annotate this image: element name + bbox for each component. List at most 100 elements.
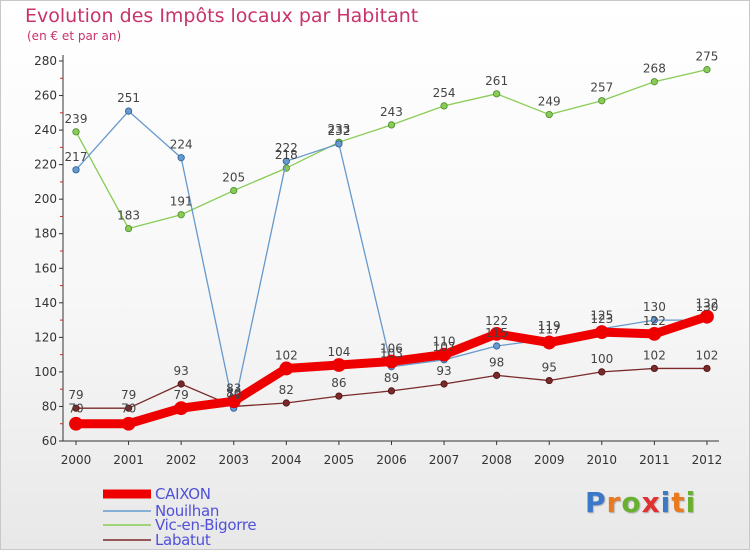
data-label-caixon: 104 (327, 345, 350, 359)
y-tick-label: 120 (34, 330, 57, 344)
data-label-nouilhan: 115 (485, 326, 508, 340)
data-label-caixon: 70 (121, 402, 136, 416)
data-label-vic-en-bigorre: 233 (327, 122, 350, 136)
data-point-caixon (700, 309, 714, 324)
data-label-nouilhan: 217 (65, 150, 88, 164)
data-point-labatut (545, 376, 553, 385)
data-point-labatut (72, 404, 80, 412)
data-point-labatut (703, 364, 711, 373)
data-label-labatut: 102 (696, 348, 719, 362)
data-label-vic-en-bigorre: 243 (380, 105, 403, 119)
y-tick-label: 260 (34, 89, 57, 103)
x-tick-label: 2006 (376, 453, 407, 467)
y-tick-label: 100 (34, 365, 57, 379)
data-point-caixon (647, 327, 662, 341)
legend-swatch-labatut (103, 539, 151, 541)
data-label-nouilhan: 130 (696, 300, 719, 314)
data-label-labatut: 79 (121, 388, 136, 402)
legend-label-nouilhan: Nouilhan (155, 501, 220, 520)
data-point-caixon (384, 354, 399, 369)
y-tick-label: 80 (42, 399, 57, 413)
data-point-nouilhan (124, 107, 133, 115)
data-label-nouilhan: 251 (117, 91, 140, 105)
logo-letter: x (641, 486, 661, 519)
chart-subtitle: (en € et par an) (27, 29, 122, 43)
data-label-labatut: 86 (331, 376, 346, 390)
data-label-nouilhan: 222 (275, 141, 298, 155)
data-point-vic-en-bigorre (440, 102, 448, 110)
data-point-caixon (437, 347, 451, 362)
legend-label-vic-en-bigorre: Vic-en-Bigorre (155, 515, 257, 534)
data-label-labatut: 82 (279, 383, 294, 397)
data-label-caixon: 110 (433, 335, 456, 349)
data-label-labatut: 93 (436, 364, 451, 378)
data-point-vic-en-bigorre (230, 186, 238, 195)
x-tick-label: 2000 (61, 453, 92, 467)
y-tick-label: 140 (34, 296, 57, 310)
data-point-vic-en-bigorre (598, 97, 606, 105)
legend-item-vic-en-bigorre: Vic-en-Bigorre (101, 515, 257, 534)
data-point-caixon (331, 358, 346, 372)
data-point-vic-en-bigorre (545, 110, 553, 119)
x-tick-label: 2003 (218, 453, 249, 467)
legend-label-labatut: Labatut (155, 530, 211, 549)
data-label-vic-en-bigorre: 191 (170, 195, 193, 209)
data-point-labatut (282, 399, 290, 407)
data-label-caixon: 122 (643, 314, 666, 328)
y-tick-label: 200 (34, 192, 57, 206)
data-label-nouilhan: 125 (590, 309, 613, 323)
series-labatut (72, 364, 711, 412)
x-tick-label: 2010 (587, 453, 618, 467)
logo-letter: t (671, 486, 686, 519)
y-tick-label: 240 (34, 123, 57, 137)
data-label-labatut: 89 (384, 371, 399, 385)
data-point-caixon (226, 394, 241, 409)
data-point-vic-en-bigorre (650, 78, 658, 86)
data-label-nouilhan: 103 (380, 347, 403, 361)
y-tick-label: 180 (34, 227, 57, 241)
x-tick-label: 2012 (692, 453, 723, 467)
data-point-labatut (335, 392, 343, 400)
data-label-caixon: 123 (590, 312, 613, 326)
data-label-caixon: 83 (226, 381, 241, 395)
data-label-labatut: 98 (489, 355, 504, 369)
data-point-labatut (598, 368, 606, 376)
data-label-vic-en-bigorre: 257 (590, 81, 613, 95)
data-label-vic-en-bigorre: 205 (222, 171, 245, 185)
x-tick-label: 2001 (113, 453, 144, 467)
data-label-vic-en-bigorre: 239 (65, 112, 88, 126)
data-label-vic-en-bigorre: 268 (643, 62, 666, 76)
logo-letter: i (685, 486, 697, 519)
logo-letter: P (585, 486, 607, 519)
data-point-caixon (69, 416, 83, 431)
data-label-nouilhan: 119 (538, 319, 561, 333)
x-tick-label: 2005 (324, 453, 355, 467)
data-point-caixon (594, 325, 609, 340)
legend-swatch-caixon (103, 489, 151, 499)
data-point-vic-en-bigorre (703, 66, 711, 74)
data-point-labatut (124, 404, 133, 412)
data-point-vic-en-bigorre (177, 211, 185, 219)
data-point-nouilhan (650, 316, 658, 324)
y-tick-label: 220 (34, 158, 57, 172)
data-label-vic-en-bigorre: 218 (275, 148, 298, 162)
logo-letter: i (660, 486, 672, 519)
data-label-nouilhan: 107 (433, 340, 456, 354)
data-label-vic-en-bigorre: 183 (117, 209, 140, 223)
data-point-nouilhan (177, 154, 185, 162)
y-tick-label: 160 (34, 261, 57, 275)
legend-item-caixon: CAIXON (101, 485, 211, 503)
data-point-caixon (174, 401, 189, 416)
data-label-labatut: 100 (590, 352, 613, 366)
legend-item-nouilhan: Nouilhan (101, 501, 220, 520)
data-label-caixon: 132 (696, 297, 719, 311)
data-point-nouilhan (493, 342, 501, 350)
data-point-vic-en-bigorre (72, 128, 80, 136)
x-tick-label: 2008 (481, 453, 512, 467)
data-label-vic-en-bigorre: 249 (538, 95, 561, 109)
axes: 60 80 100 120 140 160 180 200 220 240 260 280 2000 20… (34, 54, 722, 467)
data-point-labatut (177, 380, 185, 388)
